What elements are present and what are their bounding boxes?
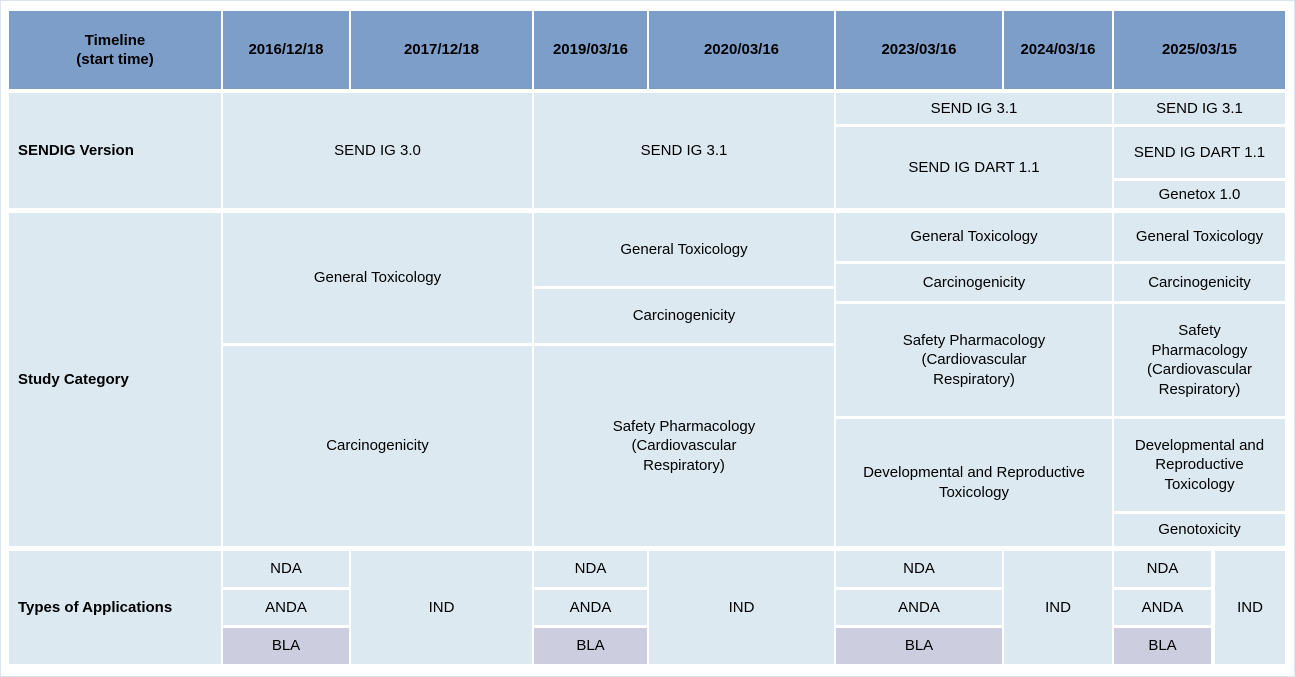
header-cell-2024-03-16: 2024/03/16 [1004, 11, 1112, 89]
cell-carcinogenicity-2025: Carcinogenicity [1114, 264, 1285, 301]
cell-ind-2020: IND [649, 551, 834, 664]
cell-safety-pharmacology-2023-2024: Safety Pharmacology (Cardiovascular Resp… [836, 304, 1112, 416]
row-label-study-category: Study Category [9, 213, 221, 546]
cell-bla-2023: BLA [836, 628, 1002, 664]
cell-bla-2025: BLA [1114, 628, 1211, 664]
cell-genotoxicity-2025: Genotoxicity [1114, 514, 1285, 546]
cell-carcinogenicity-2019-2020: Carcinogenicity [534, 289, 834, 343]
header-cell-2025-03-15: 2025/03/15 [1114, 11, 1285, 89]
cell-developmental-reproductive-toxicology-2025: Developmental and Reproductive Toxicolog… [1114, 419, 1285, 511]
cell-nda-2025: NDA [1114, 551, 1211, 587]
cell-send-ig-3-1-2019-2020: SEND IG 3.1 [534, 93, 834, 208]
header-cell-timeline: Timeline (start time) [9, 11, 221, 89]
row-label-sendig-version: SENDIG Version [9, 93, 221, 208]
cell-send-ig-3-0-2016-2017: SEND IG 3.0 [223, 93, 532, 208]
cell-nda-2023: NDA [836, 551, 1002, 587]
cell-general-toxicology-2019-2020: General Toxicology [534, 213, 834, 286]
cell-nda-2016: NDA [223, 551, 349, 587]
cell-bla-2019: BLA [534, 628, 647, 664]
cell-anda-2016: ANDA [223, 590, 349, 625]
cell-carcinogenicity-2023-2024: Carcinogenicity [836, 264, 1112, 301]
cell-genetox-1-0-2025: Genetox 1.0 [1114, 181, 1285, 208]
header-cell-2023-03-16: 2023/03/16 [836, 11, 1002, 89]
cell-ind-2025: IND [1215, 551, 1285, 664]
cell-bla-2016: BLA [223, 628, 349, 664]
cell-anda-2019: ANDA [534, 590, 647, 625]
header-cell-2020-03-16: 2020/03/16 [649, 11, 834, 89]
cell-safety-pharmacology-2019-2020: Safety Pharmacology (Cardiovascular Resp… [534, 346, 834, 546]
header-cell-2019-03-16: 2019/03/16 [534, 11, 647, 89]
header-cell-2016-12-18: 2016/12/18 [223, 11, 349, 89]
header-cell-2017-12-18: 2017/12/18 [351, 11, 532, 89]
cell-anda-2025: ANDA [1114, 590, 1211, 625]
cell-ind-2017: IND [351, 551, 532, 664]
cell-general-toxicology-2023-2024: General Toxicology [836, 213, 1112, 261]
send-timeline-table: Timeline (start time) 2016/12/18 2017/12… [9, 11, 1287, 664]
cell-send-ig-3-1-2025: SEND IG 3.1 [1114, 93, 1285, 124]
cell-safety-pharmacology-2025: Safety Pharmacology (Cardiovascular Resp… [1114, 304, 1285, 416]
cell-anda-2023: ANDA [836, 590, 1002, 625]
cell-general-toxicology-2016-2017: General Toxicology [223, 213, 532, 343]
cell-developmental-reproductive-toxicology-2023-2024: Developmental and Reproductive Toxicolog… [836, 419, 1112, 546]
cell-nda-2019: NDA [534, 551, 647, 587]
cell-carcinogenicity-2016-2017: Carcinogenicity [223, 346, 532, 546]
cell-ind-2024: IND [1004, 551, 1112, 664]
cell-send-ig-dart-1-1-2025: SEND IG DART 1.1 [1114, 127, 1285, 178]
cell-general-toxicology-2025: General Toxicology [1114, 213, 1285, 261]
cell-send-ig-3-1-2023-2024: SEND IG 3.1 [836, 93, 1112, 124]
row-label-types-of-applications: Types of Applications [9, 551, 221, 664]
cell-send-ig-dart-1-1-2023-2024: SEND IG DART 1.1 [836, 127, 1112, 208]
